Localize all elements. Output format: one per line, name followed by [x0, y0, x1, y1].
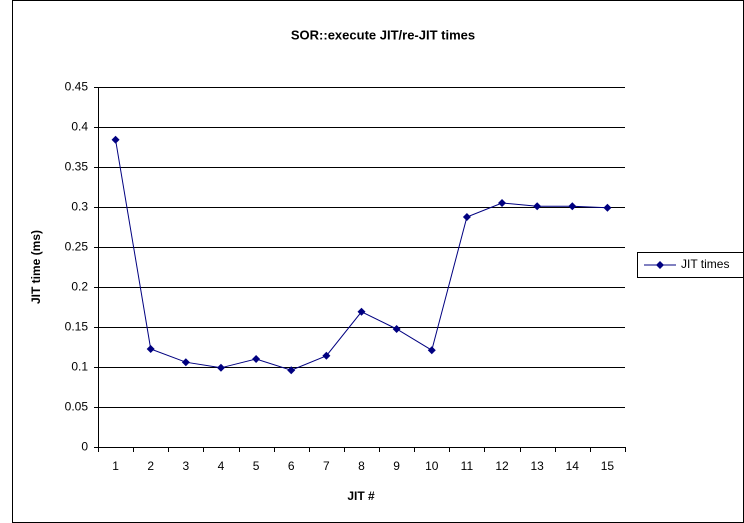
y-tick-label: 0.1 — [71, 360, 88, 374]
point-marker — [111, 135, 120, 144]
x-tick-label: 9 — [393, 459, 400, 473]
point-marker — [568, 202, 577, 211]
point-marker — [322, 351, 331, 360]
y-tick-label: 0 — [81, 440, 88, 454]
x-tick-label: 10 — [425, 459, 439, 473]
y-tick-label: 0.2 — [71, 280, 88, 294]
chart-border — [12, 0, 744, 523]
point-marker — [181, 358, 190, 367]
x-tick-label: 11 — [461, 459, 474, 473]
point-marker — [533, 202, 542, 211]
x-tick-label: 13 — [530, 459, 544, 473]
y-tick-label: 0.45 — [65, 80, 89, 94]
x-tick-label: 2 — [147, 459, 154, 473]
legend-marker — [656, 261, 664, 269]
point-marker — [603, 203, 612, 212]
x-axis-label: JIT # — [347, 489, 375, 503]
y-tick-label: 0.25 — [65, 240, 89, 254]
x-tick-label: 7 — [323, 459, 330, 473]
x-tick-label: 1 — [112, 459, 119, 473]
x-tick-label: 4 — [218, 459, 225, 473]
x-tick-label: 14 — [566, 459, 580, 473]
y-tick-label: 0.15 — [65, 320, 89, 334]
legend-label: JIT times — [681, 257, 729, 271]
y-tick-label: 0.35 — [65, 160, 89, 174]
point-marker — [146, 345, 155, 353]
y-tick-label: 0.05 — [65, 400, 89, 414]
point-marker — [252, 355, 261, 363]
point-marker — [462, 213, 471, 221]
y-tick-label: 0.3 — [71, 200, 88, 214]
point-marker — [287, 366, 296, 375]
point-marker — [392, 325, 401, 333]
x-tick-label: 12 — [495, 459, 509, 473]
point-marker — [498, 199, 507, 207]
x-tick-label: 8 — [358, 459, 365, 473]
x-tick-label: 15 — [601, 459, 615, 473]
x-tick-label: 6 — [288, 459, 295, 473]
y-axis-label: JIT time (ms) — [29, 230, 43, 304]
point-marker — [427, 346, 436, 355]
chart-title: SOR::execute JIT/re-JIT times — [291, 27, 475, 42]
x-tick-label: 5 — [253, 459, 260, 473]
x-tick-label: 3 — [182, 459, 189, 473]
y-tick-label: 0.4 — [71, 120, 88, 134]
point-marker — [216, 363, 225, 372]
point-marker — [357, 307, 366, 316]
